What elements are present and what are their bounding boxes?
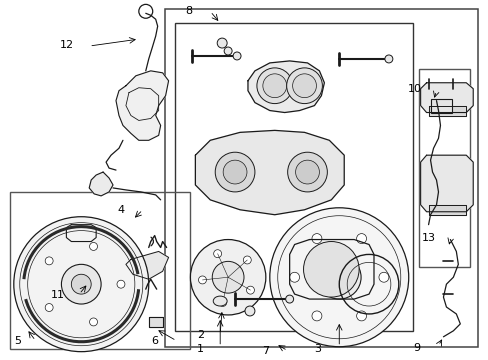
Circle shape bbox=[292, 74, 316, 98]
Circle shape bbox=[233, 52, 241, 60]
Circle shape bbox=[269, 208, 408, 347]
Circle shape bbox=[61, 264, 101, 304]
Circle shape bbox=[356, 234, 366, 243]
Circle shape bbox=[71, 274, 91, 294]
Circle shape bbox=[286, 68, 322, 104]
Circle shape bbox=[356, 311, 366, 321]
Bar bbox=[429, 99, 451, 113]
Polygon shape bbox=[126, 251, 168, 279]
Polygon shape bbox=[89, 172, 113, 196]
Text: 13: 13 bbox=[421, 233, 435, 243]
Circle shape bbox=[45, 257, 53, 265]
Text: 1: 1 bbox=[197, 344, 203, 354]
Circle shape bbox=[218, 298, 226, 306]
Text: 6: 6 bbox=[151, 336, 158, 346]
Polygon shape bbox=[247, 61, 324, 113]
Polygon shape bbox=[116, 71, 168, 140]
Polygon shape bbox=[427, 205, 466, 215]
Circle shape bbox=[244, 306, 254, 316]
Circle shape bbox=[311, 311, 321, 321]
Circle shape bbox=[311, 234, 321, 243]
Text: 5: 5 bbox=[14, 336, 21, 346]
Circle shape bbox=[317, 255, 360, 299]
Circle shape bbox=[89, 318, 97, 326]
Circle shape bbox=[263, 74, 286, 98]
Circle shape bbox=[190, 239, 265, 315]
Text: 4: 4 bbox=[117, 205, 124, 215]
Circle shape bbox=[14, 217, 148, 352]
Bar bbox=[164, 9, 477, 347]
Text: 12: 12 bbox=[60, 40, 74, 50]
Circle shape bbox=[384, 55, 392, 63]
Text: 9: 9 bbox=[412, 343, 419, 353]
Circle shape bbox=[287, 152, 326, 192]
Circle shape bbox=[45, 303, 53, 311]
Text: 3: 3 bbox=[313, 344, 320, 354]
Polygon shape bbox=[289, 239, 373, 299]
Ellipse shape bbox=[213, 296, 226, 306]
Circle shape bbox=[117, 280, 124, 288]
Circle shape bbox=[89, 243, 97, 251]
Circle shape bbox=[198, 276, 206, 284]
Circle shape bbox=[256, 68, 292, 104]
Circle shape bbox=[224, 47, 232, 55]
Text: 11: 11 bbox=[50, 290, 64, 300]
Circle shape bbox=[213, 250, 221, 258]
Circle shape bbox=[243, 256, 251, 264]
Polygon shape bbox=[195, 130, 344, 215]
Text: 10: 10 bbox=[407, 84, 421, 94]
Circle shape bbox=[215, 152, 254, 192]
Text: 7: 7 bbox=[262, 346, 269, 356]
Polygon shape bbox=[66, 225, 96, 242]
Bar bbox=[418, 69, 469, 267]
Polygon shape bbox=[420, 155, 472, 212]
Circle shape bbox=[295, 160, 319, 184]
Circle shape bbox=[246, 286, 254, 294]
Circle shape bbox=[303, 242, 358, 297]
Circle shape bbox=[223, 160, 246, 184]
Circle shape bbox=[285, 295, 293, 303]
Bar bbox=[174, 23, 412, 331]
Circle shape bbox=[289, 272, 299, 282]
Polygon shape bbox=[420, 83, 472, 113]
Text: 8: 8 bbox=[184, 6, 192, 16]
Bar bbox=[10, 192, 190, 349]
Circle shape bbox=[217, 38, 226, 48]
Polygon shape bbox=[427, 105, 466, 116]
Polygon shape bbox=[148, 317, 163, 327]
Circle shape bbox=[378, 272, 388, 282]
Text: 2: 2 bbox=[196, 330, 203, 340]
Circle shape bbox=[212, 261, 244, 293]
